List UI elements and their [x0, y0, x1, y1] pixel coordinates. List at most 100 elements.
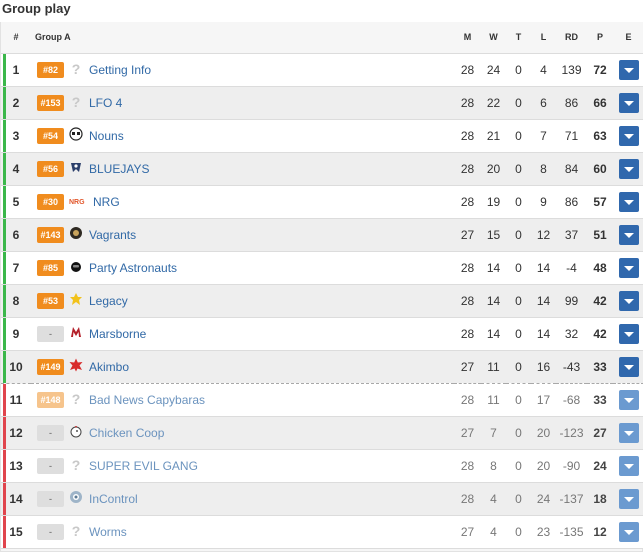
rank-number: 2 — [12, 95, 20, 110]
rank-number: 1 — [12, 62, 20, 77]
table-row: 12- Chicken Coop 27 7 0 20 -123 27 — [1, 416, 643, 450]
ties-cell: 0 — [506, 515, 531, 549]
points-cell: 12 — [587, 515, 613, 549]
points-cell: 24 — [587, 449, 613, 483]
round-diff-cell: -68 — [556, 383, 587, 417]
question-icon: ? — [71, 457, 81, 473]
question-icon: ? — [71, 94, 81, 110]
expand-cell — [613, 482, 643, 516]
expand-button[interactable] — [618, 488, 639, 509]
vagrants-logo — [69, 226, 89, 243]
seed-badge: #53 — [37, 292, 64, 309]
team-link[interactable]: Worms — [89, 524, 127, 539]
wins-cell: 21 — [481, 119, 506, 153]
expand-button[interactable] — [618, 356, 639, 377]
matches-cell: 28 — [454, 482, 481, 516]
expand-cell — [613, 53, 643, 87]
team-link[interactable]: Chicken Coop — [89, 425, 165, 440]
matches-cell: 28 — [454, 449, 481, 483]
expand-cell — [613, 416, 643, 450]
losses-cell: 20 — [531, 416, 556, 450]
rank-cell: 8 — [1, 284, 31, 318]
team-link[interactable]: Getting Info — [89, 62, 152, 77]
expand-button[interactable] — [618, 455, 639, 476]
round-diff-cell: -90 — [556, 449, 587, 483]
team-link[interactable]: BLUEJAYS — [89, 161, 150, 176]
team-cell: #82? Getting Info — [31, 53, 454, 87]
losses-cell: 8 — [531, 152, 556, 186]
matches-cell: 28 — [454, 284, 481, 318]
team-link[interactable]: Nouns — [89, 128, 124, 143]
status-bar — [3, 317, 6, 350]
expand-button[interactable] — [618, 521, 639, 542]
seed-badge: #82 — [37, 61, 64, 78]
team-link[interactable]: LFO 4 — [89, 95, 123, 110]
expand-button[interactable] — [618, 59, 639, 80]
points-cell: 42 — [587, 317, 613, 351]
matches-cell: 27 — [454, 416, 481, 450]
wins-cell: 11 — [481, 350, 506, 384]
team-link[interactable]: Bad News Capybaras — [89, 392, 206, 407]
team-link[interactable]: Vagrants — [89, 227, 137, 242]
wins-cell: 15 — [481, 218, 506, 252]
matches-cell: 28 — [454, 185, 481, 219]
round-diff-cell: 86 — [556, 86, 587, 120]
expand-button[interactable] — [618, 125, 639, 146]
wins-cell: 24 — [481, 53, 506, 87]
rank-number: 11 — [9, 392, 23, 407]
table-row: 15-? Worms 27 4 0 23 -135 12 — [1, 515, 643, 549]
team-link[interactable]: SUPER EVIL GANG — [89, 458, 198, 473]
table-row: 7 #85 Party Astronauts 28 14 0 14 -4 48 — [1, 251, 643, 285]
svg-text:NRG: NRG — [69, 199, 85, 206]
expand-button[interactable] — [618, 158, 639, 179]
expand-button[interactable] — [618, 257, 639, 278]
standings-table-container: # Group A M W T L RD P E 1 #82? Getting In… — [0, 22, 643, 552]
expand-cell — [613, 152, 643, 186]
expand-button[interactable] — [618, 422, 639, 443]
wins-cell: 4 — [481, 515, 506, 549]
points-cell: 18 — [587, 482, 613, 516]
seed-badge: - — [37, 424, 64, 441]
ties-cell: 0 — [506, 251, 531, 285]
losses-cell: 20 — [531, 449, 556, 483]
expand-cell — [613, 449, 643, 483]
wins-cell: 20 — [481, 152, 506, 186]
points-cell: 63 — [587, 119, 613, 153]
rank-cell: 5 — [1, 185, 31, 219]
standings-table: # Group A M W T L RD P E 1 #82? Getting In… — [1, 22, 643, 549]
expand-button[interactable] — [618, 191, 639, 212]
team-link[interactable]: Akimbo — [89, 359, 130, 374]
team-link[interactable]: InControl — [89, 491, 138, 506]
points-cell: 42 — [587, 284, 613, 318]
expand-button[interactable] — [618, 290, 639, 311]
team-cell: -? Worms — [31, 515, 454, 549]
rank-number: 15 — [9, 524, 23, 539]
team-link[interactable]: NRG — [93, 194, 120, 209]
losses-cell: 12 — [531, 218, 556, 252]
expand-button[interactable] — [618, 323, 639, 344]
rank-cell: 14 — [1, 482, 31, 516]
expand-button[interactable] — [618, 224, 639, 245]
status-bar — [3, 119, 6, 152]
round-diff-cell: 32 — [556, 317, 587, 351]
team-link[interactable]: Party Astronauts — [89, 260, 178, 275]
table-row: 14- InControl 28 4 0 24 -137 18 — [1, 482, 643, 516]
wins-cell: 14 — [481, 284, 506, 318]
team-link[interactable]: Legacy — [89, 293, 128, 308]
expand-cell — [613, 185, 643, 219]
rank-cell: 4 — [1, 152, 31, 186]
status-bar — [3, 218, 6, 251]
expand-button[interactable] — [618, 92, 639, 113]
question-icon: ? — [71, 523, 81, 539]
status-bar — [3, 284, 6, 317]
wins-cell: 22 — [481, 86, 506, 120]
seed-badge: #85 — [37, 259, 64, 276]
expand-button[interactable] — [618, 389, 639, 410]
team-cell: #149 Akimbo — [31, 350, 454, 384]
points-cell: 57 — [587, 185, 613, 219]
team-link[interactable]: Marsborne — [89, 326, 147, 341]
team-cell: #148? Bad News Capybaras — [31, 383, 454, 417]
losses-cell: 9 — [531, 185, 556, 219]
seed-badge: - — [37, 490, 64, 507]
losses-cell: 24 — [531, 482, 556, 516]
